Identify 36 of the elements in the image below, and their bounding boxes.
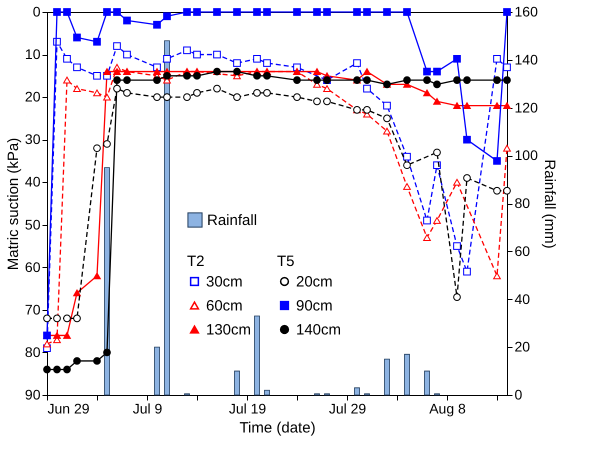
legend-label: 130cm [206,322,252,338]
y-axis-title: Matric suction (kPa) [4,138,22,270]
legend-label: Rainfall [207,212,258,229]
y2-tick-label: 0 [514,386,522,402]
y-tick-label: 20 [24,88,41,105]
y-tick-label: 60 [24,258,41,275]
legend-label: 20cm [296,274,333,290]
x-tick-label: Jul 19 [228,400,266,416]
x-tick-label: Aug 8 [429,400,466,416]
annotation: T5 [277,253,295,270]
y-tick-label: 80 [24,344,41,360]
y-tick-label: 70 [24,301,41,318]
y2-tick-label: 100 [514,147,538,164]
y-tick-label: 50 [24,216,41,232]
y-tick-label: 0 [32,4,41,20]
y2-axis-title: Rainfall (mm) [540,159,558,249]
legend-label: 30cm [206,274,243,290]
x-tick-label: Jul 9 [132,400,162,416]
y2-tick-label: 160 [514,4,538,20]
x-tick-label: Jun 29 [48,400,90,416]
x-axis-title: Time (date) [239,420,316,436]
y2-tick-label: 40 [514,290,530,307]
y2-tick-label: 20 [514,338,530,355]
y-tick-label: 30 [24,131,41,148]
y2-tick-label: 80 [514,195,530,211]
y2-tick-label: 60 [514,242,530,259]
y-tick-label: 10 [24,46,41,62]
y2-tick-label: 140 [514,51,538,68]
annotation: T2 [187,253,205,270]
legend-label: 90cm [296,298,333,314]
y-tick-label: 40 [24,174,41,190]
x-tick-label: Jul 29 [328,400,366,416]
y-tick-label: 90 [24,386,41,402]
legend-label: 60cm [206,298,243,314]
legend-label: 140cm [296,322,342,338]
y2-tick-label: 120 [514,99,538,116]
